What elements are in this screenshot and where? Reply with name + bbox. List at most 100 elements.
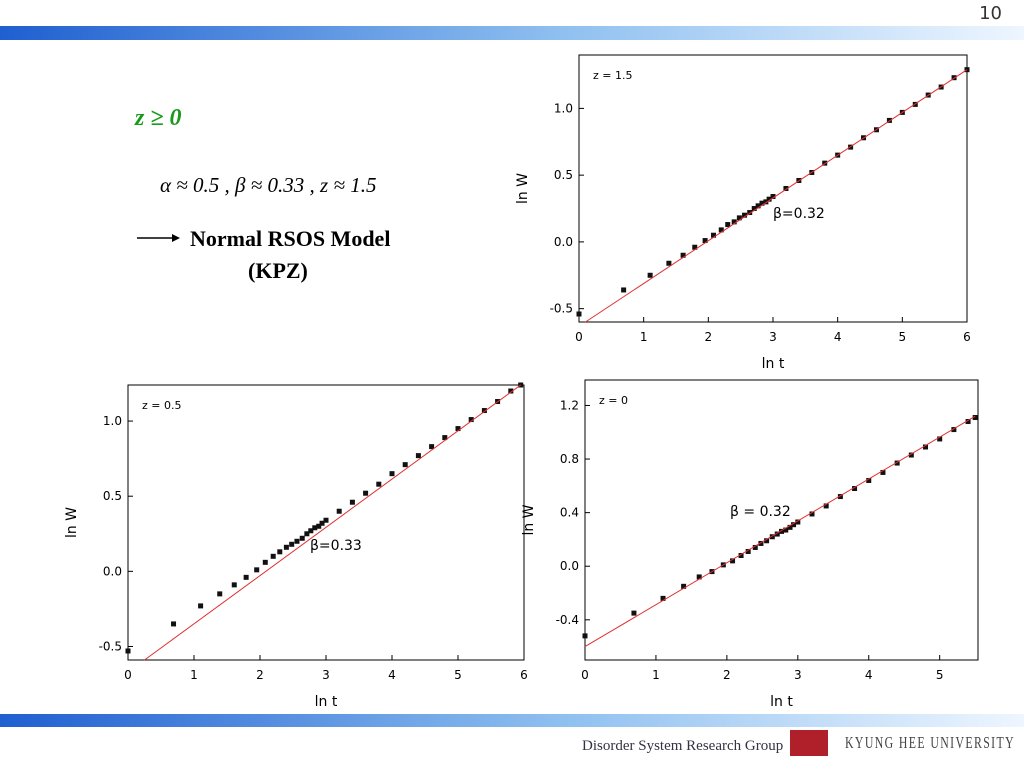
data-point	[582, 633, 588, 639]
y-tick-label: 1.0	[103, 414, 122, 428]
x-tick-label: 2	[723, 668, 731, 682]
data-point	[742, 212, 748, 218]
data-point	[481, 408, 487, 414]
annotation: z = 0	[599, 394, 628, 407]
heading: z ≥ 0	[134, 105, 182, 131]
y-tick-label: -0.5	[99, 639, 122, 653]
y-tick-label: 0.5	[554, 168, 573, 182]
data-point	[125, 648, 131, 654]
y-tick-label: 0.0	[560, 559, 579, 573]
data-point	[294, 538, 300, 544]
data-point	[852, 486, 858, 492]
data-point	[243, 574, 249, 580]
data-point	[316, 523, 322, 529]
fit-line	[585, 69, 968, 323]
data-point	[363, 490, 369, 496]
x-tick-label: 5	[936, 668, 944, 682]
data-point	[217, 591, 223, 597]
y-tick-label: 1.0	[554, 101, 573, 115]
data-point	[795, 519, 801, 525]
y-tick-label: 0.5	[103, 489, 122, 503]
data-point	[283, 544, 289, 550]
data-point	[730, 558, 736, 564]
arrow-head	[172, 234, 180, 242]
data-point	[866, 477, 872, 483]
data-point	[402, 462, 408, 468]
model-class: (KPZ)	[248, 258, 308, 283]
data-point	[692, 244, 698, 250]
data-point	[681, 583, 687, 589]
x-tick-label: 3	[794, 668, 802, 682]
data-point	[937, 436, 943, 442]
x-tick-label: 4	[834, 330, 842, 344]
y-tick-label: 0.0	[103, 564, 122, 578]
y-tick-label: -0.5	[550, 302, 573, 316]
page-number: 10	[979, 3, 1002, 24]
data-point	[751, 206, 757, 212]
x-tick-label: 5	[899, 330, 907, 344]
x-tick-label: 3	[322, 668, 330, 682]
plot-frame	[578, 54, 968, 323]
data-point	[822, 160, 828, 166]
data-point	[308, 528, 314, 534]
data-point	[270, 553, 276, 559]
footer-band	[0, 714, 1024, 727]
data-point	[791, 522, 797, 528]
data-point	[894, 460, 900, 466]
data-point	[508, 388, 514, 394]
x-tick-label: 4	[388, 668, 396, 682]
data-point	[752, 544, 758, 550]
fit-label: β = 0.32	[730, 504, 791, 520]
data-point	[770, 194, 776, 200]
data-point	[763, 199, 769, 205]
fit-line	[584, 415, 976, 648]
data-point	[769, 534, 775, 540]
data-point	[718, 227, 724, 233]
y-tick-label: 0.8	[560, 452, 579, 466]
x-tick-label: 1	[652, 668, 660, 682]
x-axis-label: ln t	[762, 356, 785, 372]
data-point	[774, 531, 780, 537]
header-band	[0, 26, 1024, 40]
exponents: α ≈ 0.5 , β ≈ 0.33 , z ≈ 1.5	[160, 173, 376, 197]
data-point	[171, 621, 177, 627]
data-point	[415, 453, 421, 459]
data-point	[198, 603, 204, 609]
model: Normal RSOS Model	[190, 226, 390, 251]
data-point	[323, 517, 329, 523]
x-tick-label: 0	[124, 668, 132, 682]
fit-line	[144, 384, 521, 661]
data-point	[468, 417, 474, 423]
x-tick-label: 6	[963, 330, 971, 344]
data-point	[262, 559, 268, 565]
data-point	[755, 203, 761, 209]
data-point	[455, 426, 461, 432]
data-point	[231, 582, 237, 588]
x-tick-label: 1	[190, 668, 198, 682]
x-tick-label: 0	[581, 668, 589, 682]
data-point	[736, 215, 742, 221]
data-point	[631, 610, 637, 616]
x-tick-label: 6	[520, 668, 528, 682]
data-point	[880, 469, 886, 475]
data-point	[696, 574, 702, 580]
x-tick-label: 5	[454, 668, 462, 682]
data-point	[783, 527, 789, 533]
data-point	[660, 595, 666, 601]
data-point	[965, 419, 971, 425]
university-emblem	[790, 730, 828, 756]
data-point	[823, 503, 829, 509]
fit-label: β=0.32	[773, 206, 825, 222]
data-point	[376, 481, 382, 487]
data-point	[908, 452, 914, 458]
data-point	[647, 272, 653, 278]
x-tick-label: 0	[575, 330, 583, 344]
data-point	[758, 540, 764, 546]
data-point	[299, 535, 305, 541]
data-point	[951, 427, 957, 433]
data-point	[312, 525, 318, 531]
x-axis-label: ln t	[315, 694, 338, 710]
fit-label: β=0.33	[310, 538, 362, 554]
y-tick-label: 0.4	[560, 506, 579, 520]
